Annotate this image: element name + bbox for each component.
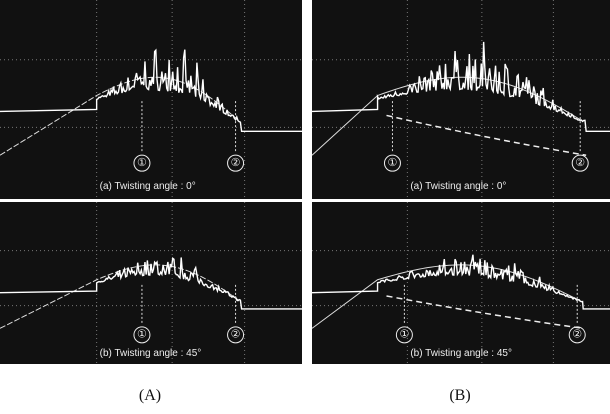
scope-plot: ① ② (b) Twisting angle : 45° [0,202,302,364]
scope-plot: ① ② (b) Twisting angle : 45° [311,202,610,364]
trace [311,254,610,310]
marker-circle [383,154,401,172]
marker-label: ① [137,157,147,169]
panel-label: (A) [139,387,161,404]
scope-screen [0,0,302,199]
marker-label: ① [388,157,398,169]
plot-caption: (b) Twisting angle : 45° [100,348,202,359]
marker-circle [227,326,245,344]
trace [0,256,302,310]
marker-circle [227,154,245,172]
plot-caption: (a) Twisting angle : 0° [410,181,506,192]
marker-circle [133,154,151,172]
marker-circle [133,326,151,344]
scope-screen [312,202,610,364]
trace [386,114,587,156]
panel-label: (B) [449,387,470,404]
trace [386,295,584,330]
scope-screen [0,202,302,364]
marker-circle [571,154,589,172]
trace [311,41,610,133]
scope-plot: ① ② (a) Twisting angle : 0° [0,0,302,199]
marker-label: ② [231,157,241,169]
scope-plot: ① ② (a) Twisting angle : 0° [311,0,610,199]
trace [0,48,302,133]
plot-caption: (b) Twisting angle : 45° [410,348,512,359]
scope-screen [312,0,610,199]
plot-caption: (a) Twisting angle : 0° [100,181,196,192]
marker-label: ② [572,329,582,341]
trace [0,264,239,329]
marker-label: ② [231,329,241,341]
marker-label: ① [137,329,147,341]
marker-label: ① [399,329,409,341]
marker-circle [568,326,586,344]
marker-circle [395,326,413,344]
marker-label: ② [575,157,585,169]
